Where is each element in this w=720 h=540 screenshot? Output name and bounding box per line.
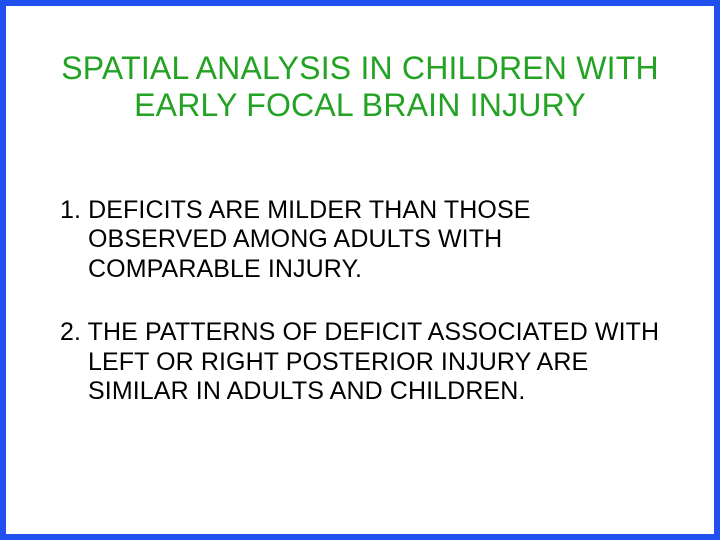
slide-title: SPATIAL ANALYSIS IN CHILDREN WITH EARLY … — [54, 50, 666, 124]
list-item: 1. DEFICITS ARE MILDER THAN THOSE OBSERV… — [60, 196, 666, 285]
list-item: 2. THE PATTERNS OF DEFICIT ASSOCIATED WI… — [60, 318, 666, 407]
slide-container: SPATIAL ANALYSIS IN CHILDREN WITH EARLY … — [0, 0, 720, 540]
slide-body: 1. DEFICITS ARE MILDER THAN THOSE OBSERV… — [54, 196, 666, 407]
